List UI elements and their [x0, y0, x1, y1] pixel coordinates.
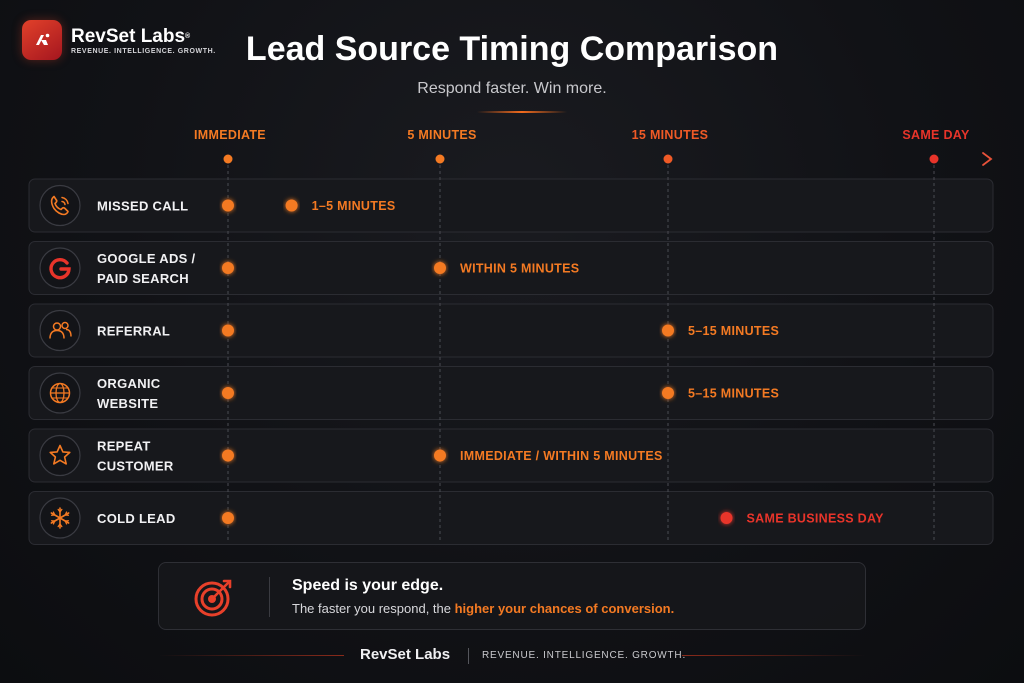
- bar-end-dot: [662, 324, 674, 337]
- bar-start-dot: [222, 199, 234, 212]
- page-title: Lead Source Timing Comparison: [245, 30, 779, 68]
- row-label: WEBSITE: [97, 396, 158, 411]
- star-icon: [39, 434, 81, 477]
- axis-tick-label: SAME DAY: [902, 128, 970, 142]
- axis-arrow-icon: [982, 152, 993, 166]
- bar-data-label: IMMEDIATE / WITHIN 5 MINUTES: [460, 449, 663, 463]
- axis-tick-label: 15 MINUTES: [632, 128, 709, 142]
- callout-highlight: higher your chances of conversion.: [454, 601, 675, 616]
- target-icon: [193, 576, 235, 618]
- bar-data-label: SAME BUSINESS DAY: [747, 512, 885, 526]
- brand-registered-mark: ®: [185, 32, 191, 40]
- row-label: MISSED CALL: [97, 199, 188, 214]
- footer-rule-left: [158, 655, 344, 656]
- row-label: COLD LEAD: [97, 511, 176, 526]
- row-card: [28, 241, 994, 295]
- bar-data-label: 5–15 MINUTES: [688, 387, 779, 401]
- bar-end-dot: [434, 449, 446, 462]
- row-label: REFERRAL: [97, 324, 170, 339]
- row-label: REPEAT: [97, 439, 151, 454]
- footer: RevSet Labs REVENUE. INTELLIGENCE. GROWT…: [0, 645, 1024, 667]
- bar-start-dot: [222, 512, 234, 524]
- footer-tagline: REVENUE. INTELLIGENCE. GROWTH.: [482, 650, 687, 661]
- google-icon: [39, 247, 81, 289]
- bar-end-dot: [720, 512, 733, 524]
- brand: RevSet Labs® REVENUE. INTELLIGENCE. GROW…: [22, 20, 216, 60]
- bar-start-dot: [222, 449, 234, 462]
- timing-chart: MISSED CALL GOOGLE ADS / PAID SEARCH REFERR…: [28, 128, 994, 545]
- bar-start-dot: [222, 387, 234, 399]
- bar-data-label: 1–5 MINUTES: [312, 199, 396, 213]
- row-label: PAID SEARCH: [97, 271, 189, 286]
- footer-separator: [468, 648, 469, 664]
- axis-tick-dot: [223, 154, 233, 164]
- bar-end-dot: [662, 387, 674, 399]
- bar-data-label: WITHIN 5 MINUTES: [460, 262, 579, 276]
- row-card: [28, 428, 994, 483]
- users-icon: [39, 309, 81, 352]
- brand-tagline: REVENUE. INTELLIGENCE. GROWTH.: [71, 47, 216, 55]
- footer-brand-name: RevSet Labs: [360, 646, 451, 663]
- footer-rule-right: [682, 655, 866, 656]
- row-card: [28, 178, 994, 233]
- bar-end-dot: [285, 199, 298, 212]
- axis-tick-label: 5 MINUTES: [407, 128, 476, 142]
- snowflake-icon: [39, 497, 81, 539]
- page-subtitle: Respond faster. Win more.: [417, 80, 607, 97]
- callout-body-prefix: The faster you respond, the: [292, 601, 455, 616]
- bar-end-dot: [434, 262, 446, 274]
- axis-tick-dot: [435, 154, 445, 164]
- axis-tick-dot: [663, 154, 673, 164]
- callout-divider: [269, 577, 270, 617]
- row-label: CUSTOMER: [97, 459, 174, 474]
- axis-tick-dot: [929, 154, 939, 164]
- globe-icon: [39, 372, 81, 414]
- bar-start-dot: [222, 262, 234, 274]
- callout-body: The faster you respond, the higher your …: [292, 601, 674, 616]
- brand-logo-icon: [22, 20, 62, 60]
- row-label: GOOGLE ADS /: [97, 251, 196, 266]
- axis-tick-label: IMMEDIATE: [194, 128, 266, 142]
- brand-name: RevSet Labs: [71, 25, 186, 47]
- subtitle-underline: [477, 111, 567, 113]
- callout-heading: Speed is your edge.: [292, 577, 444, 594]
- bar-start-dot: [222, 324, 234, 337]
- row-label: ORGANIC: [97, 376, 161, 391]
- callout-box: Speed is your edge. The faster you respo…: [158, 562, 866, 630]
- bar-data-label: 5–15 MINUTES: [688, 324, 779, 338]
- phone-icon: [39, 184, 81, 227]
